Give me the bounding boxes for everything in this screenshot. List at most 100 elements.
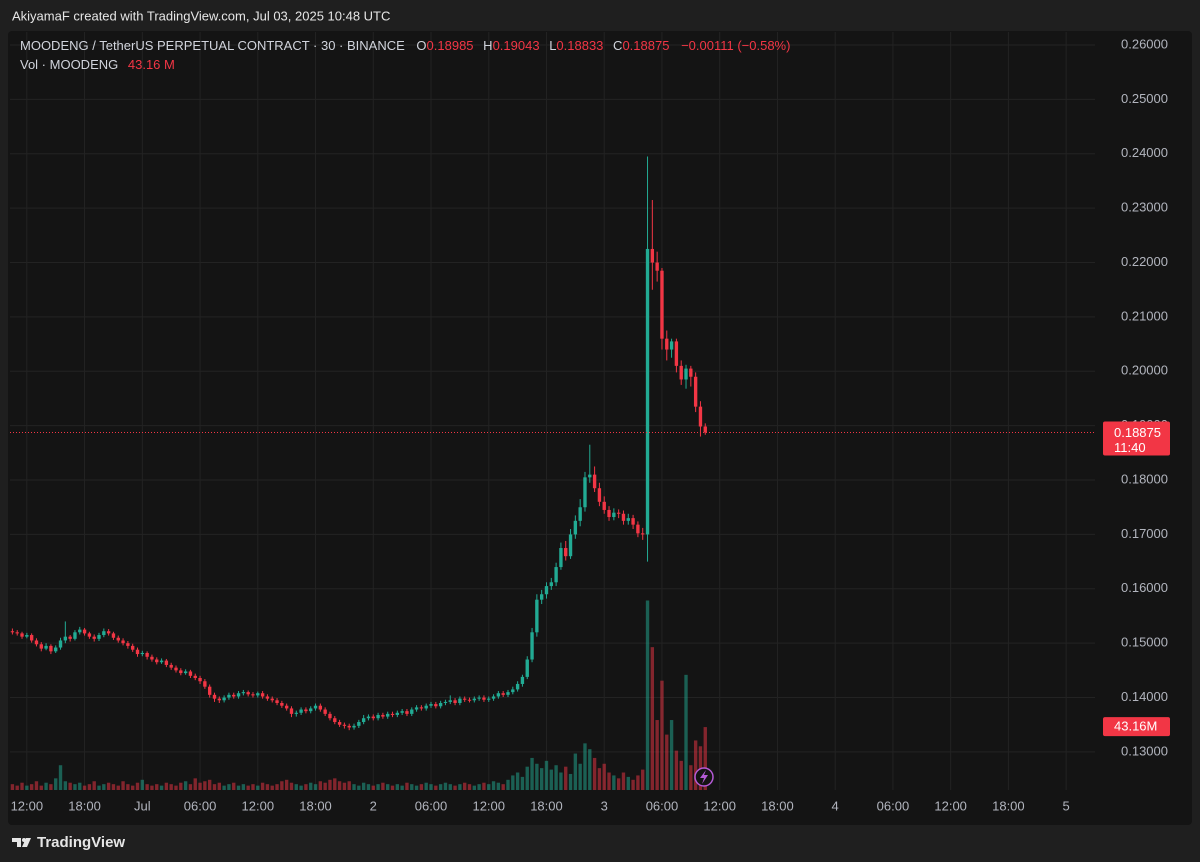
candle-body	[381, 714, 385, 717]
candle-body	[607, 509, 611, 518]
y-tick-label: 0.22000	[1121, 254, 1168, 269]
volume-bar	[299, 785, 303, 790]
candle-body	[539, 594, 544, 600]
volume-bar	[82, 785, 87, 790]
volume-bar	[159, 785, 164, 790]
volume-bar	[284, 779, 289, 790]
ohlc-key: L	[549, 38, 556, 53]
volume-bar	[400, 785, 404, 790]
candle-body	[294, 712, 298, 714]
volume-bar	[54, 778, 58, 790]
volume-bar	[164, 782, 169, 790]
y-tick-label: 0.14000	[1121, 689, 1168, 704]
ohlc-value: 0.18985	[427, 38, 474, 53]
price-box	[1103, 421, 1170, 456]
candle-body	[97, 635, 101, 639]
volume-bar	[438, 784, 443, 790]
volume-bar	[39, 785, 43, 790]
y-tick-label: 0.21000	[1121, 308, 1168, 323]
candle-body	[44, 645, 48, 649]
volume-bar	[689, 765, 693, 790]
volume-bar	[650, 647, 655, 790]
volume-bar	[636, 775, 640, 790]
y-tick-label: 0.18000	[1121, 471, 1168, 486]
y-tick-label: 0.23000	[1121, 200, 1168, 215]
volume-bar	[193, 778, 197, 790]
volume-bar	[511, 775, 515, 790]
volume-bar	[410, 784, 414, 790]
candle-body	[270, 698, 274, 701]
volume-bar	[597, 768, 602, 790]
candle-body	[612, 512, 616, 518]
candle-body	[501, 693, 505, 695]
volume-bar	[236, 785, 241, 790]
footer-title: TradingView	[37, 834, 125, 851]
volume-bar	[188, 784, 193, 790]
y-tick-label: 0.26000	[1121, 36, 1168, 51]
candle-body	[616, 512, 621, 514]
volume-bar	[665, 734, 669, 790]
volume-bar	[309, 782, 313, 790]
volume-bar	[241, 784, 246, 790]
volume-bar	[530, 757, 534, 790]
volume-bar	[212, 784, 217, 790]
x-tick-label: 12:00	[703, 798, 736, 813]
volume-bar	[222, 785, 226, 790]
x-tick-label: 12:00	[934, 798, 967, 813]
candle-body	[525, 659, 529, 677]
volume-bar	[275, 784, 279, 790]
y-tick-label: 0.25000	[1121, 91, 1168, 106]
volume-bar	[607, 772, 611, 790]
volume-bar	[260, 782, 265, 790]
candle-body	[405, 711, 409, 714]
candle-body	[684, 368, 688, 380]
x-tick-label: 12:00	[11, 798, 44, 813]
volume-bar	[496, 782, 501, 790]
volume-bar	[217, 782, 221, 790]
y-tick-label: 0.13000	[1121, 743, 1168, 758]
volume-bar	[472, 785, 476, 790]
candle-body	[63, 636, 68, 641]
candle-body	[260, 693, 265, 697]
volume-bar	[126, 784, 130, 790]
volume-bar	[660, 680, 664, 790]
candle-body	[323, 709, 327, 714]
countdown: 11:40	[1114, 440, 1146, 455]
volume-bar	[381, 782, 385, 790]
volume-bar	[145, 784, 149, 790]
volume-bar	[645, 600, 650, 790]
volume-bar	[578, 763, 582, 790]
x-tick-label: Jul	[134, 798, 151, 813]
volume-bar	[366, 784, 371, 790]
logo-mark	[12, 838, 31, 847]
candle-body	[203, 681, 207, 687]
plot: 0.13000 0.14000 0.15000 0.16000 0.17000 0.180…	[10, 32, 1170, 813]
footer-logo[interactable]: TradingView	[12, 834, 125, 851]
candle-body	[106, 631, 111, 634]
candle-body	[414, 707, 419, 710]
ohlc-value: 0.18833	[556, 38, 603, 53]
volume-bar	[361, 782, 366, 790]
logo-dot	[22, 838, 26, 842]
candle-body	[390, 713, 395, 715]
volume-bar	[525, 766, 529, 790]
candle-body	[669, 341, 674, 350]
candle-body	[145, 652, 149, 657]
candle-body	[87, 633, 92, 637]
candle-body	[573, 520, 578, 535]
alert-icon[interactable]	[694, 767, 714, 787]
candle-body	[318, 705, 323, 710]
candle-body	[429, 704, 433, 706]
volume-bar	[87, 784, 92, 790]
candle-body	[39, 644, 43, 649]
candle-body	[328, 713, 332, 719]
candle-body	[674, 341, 679, 366]
ohlc-value: 0.18875	[622, 38, 669, 53]
volume-bar	[559, 772, 563, 790]
volume-bar	[34, 781, 39, 790]
volume-bar	[169, 784, 173, 790]
volume-bar	[179, 782, 183, 790]
volume-bar	[29, 784, 34, 790]
volume-bar	[265, 784, 270, 790]
